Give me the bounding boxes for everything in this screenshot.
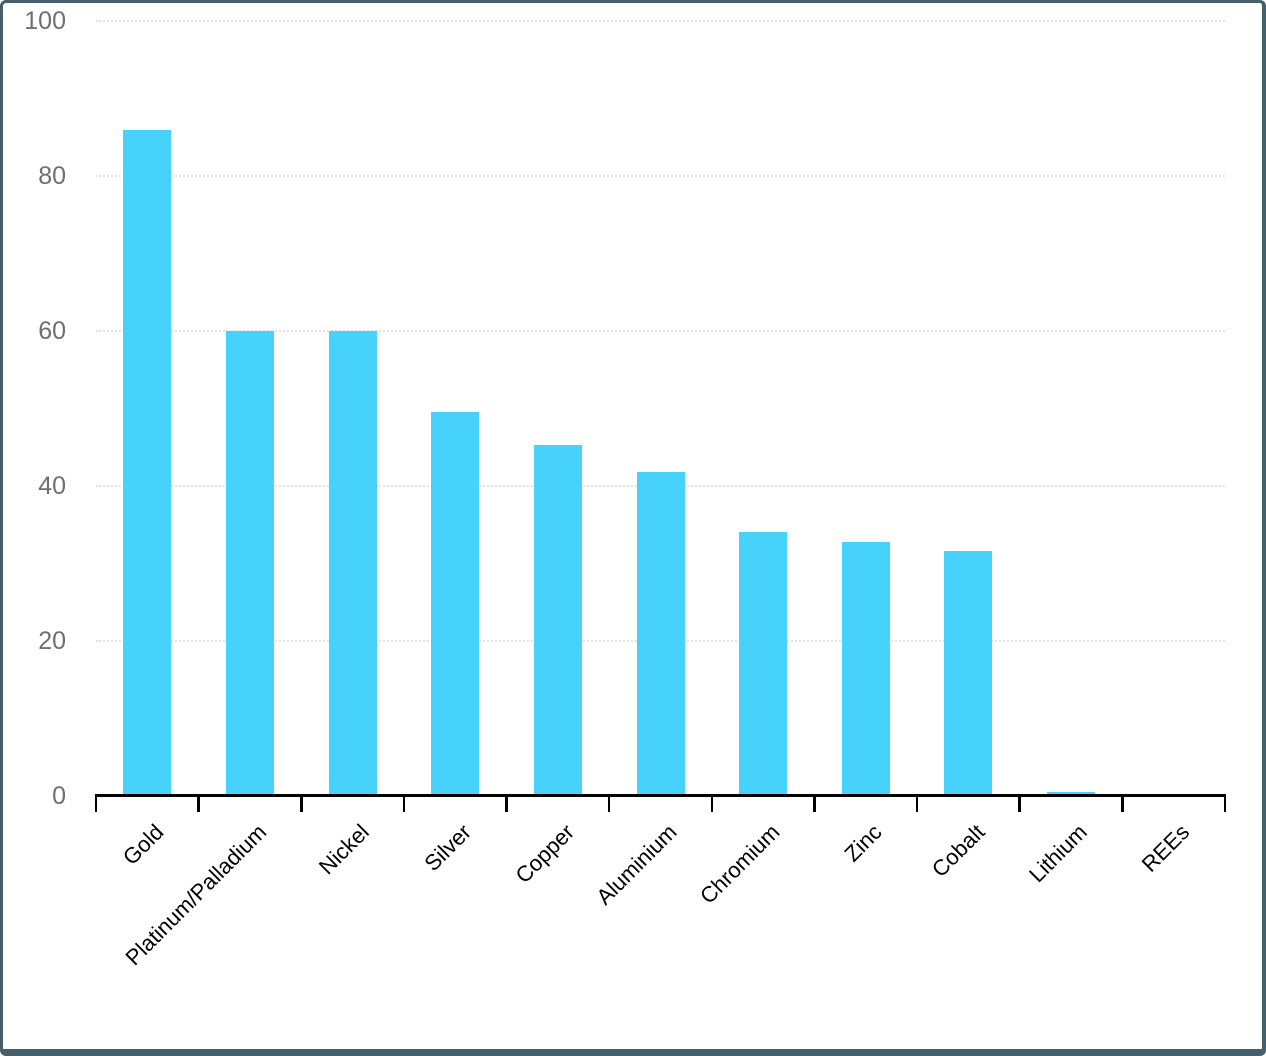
- bar-nickel: [328, 331, 377, 796]
- y-axis-tick-label-40: 40: [38, 472, 66, 500]
- x-axis-label-nickel: Nickel: [313, 819, 374, 880]
- x-axis-tick: [300, 795, 303, 812]
- x-axis-tick: [402, 795, 406, 812]
- x-axis-label-zinc: Zinc: [839, 819, 887, 867]
- x-axis-tick: [813, 795, 816, 812]
- y-axis-tick-label-0: 0: [52, 782, 66, 810]
- bar-cobalt: [944, 551, 993, 796]
- bar-chromium: [739, 531, 788, 796]
- x-axis-label-aluminium: Aluminium: [591, 819, 682, 910]
- x-axis-label-copper: Copper: [510, 819, 579, 888]
- x-axis-tick: [1223, 795, 1227, 812]
- gridline-60: [96, 330, 1225, 332]
- gridline-100: [96, 20, 1225, 22]
- x-axis-tick: [197, 795, 200, 812]
- x-axis-tick: [1018, 795, 1021, 812]
- bar-zinc: [841, 541, 890, 796]
- gridline-80: [96, 175, 1225, 177]
- x-axis-tick: [505, 795, 508, 812]
- bar-gold: [123, 129, 172, 796]
- y-axis-tick-label-80: 80: [38, 162, 66, 190]
- y-axis-tick-label-100: 100: [24, 7, 66, 35]
- x-axis-label-rees: REEs: [1137, 819, 1195, 877]
- x-axis-tick: [1121, 795, 1124, 812]
- x-axis-label-lithium: Lithium: [1024, 819, 1093, 888]
- bar-copper: [533, 444, 582, 796]
- bar-platinum-palladium: [225, 331, 274, 796]
- x-axis-line: [95, 794, 1226, 797]
- x-axis-tick: [94, 795, 98, 812]
- bar-aluminium: [636, 472, 685, 796]
- y-axis-tick-label-20: 20: [38, 627, 66, 655]
- x-axis-tick: [607, 795, 611, 812]
- y-axis-tick-label-60: 60: [38, 317, 66, 345]
- x-axis-label-gold: Gold: [117, 819, 169, 870]
- x-axis-label-cobalt: Cobalt: [926, 819, 990, 882]
- x-axis-label-chromium: Chromium: [694, 819, 785, 909]
- x-axis-tick: [915, 795, 919, 812]
- x-axis-tick: [710, 795, 714, 812]
- x-axis-label-silver: Silver: [419, 819, 477, 876]
- bar-silver: [431, 412, 480, 796]
